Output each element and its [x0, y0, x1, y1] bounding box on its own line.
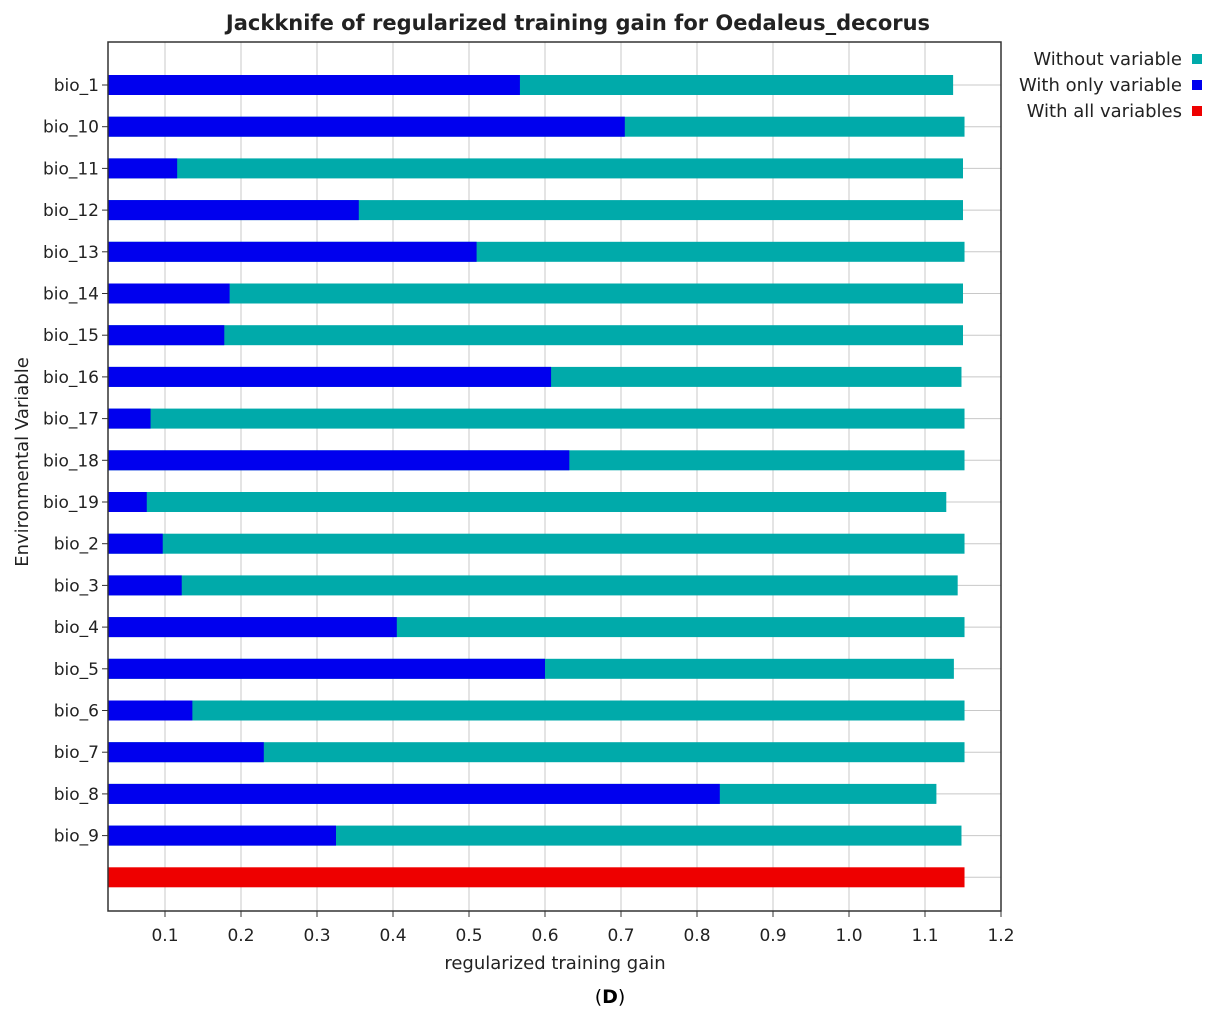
x-tick-label: 0.5	[455, 926, 482, 946]
legend-label-0: Without variable	[1033, 49, 1182, 70]
bar-only-bio_1	[108, 75, 520, 95]
x-tick-label: 0.4	[379, 926, 406, 946]
x-tick-label: 0.2	[227, 926, 254, 946]
x-tick-label: 1.0	[835, 926, 862, 946]
bars	[108, 75, 965, 888]
bar-only-bio_3	[108, 575, 182, 596]
bar-only-bio_11	[108, 158, 178, 179]
legend-label-1: With only variable	[1019, 75, 1182, 96]
bar-only-bio_18	[108, 450, 570, 471]
bar-only-bio_15	[108, 325, 225, 346]
y-tick-label-bio_3: bio_3	[54, 576, 99, 596]
x-tick-label: 1.1	[911, 926, 938, 946]
y-tick-label-bio_7: bio_7	[54, 743, 99, 763]
bar-without-bio_2	[108, 533, 965, 554]
y-tick-label-bio_15: bio_15	[43, 326, 99, 346]
legend-swatch-2	[1192, 106, 1202, 116]
x-axis-label: regularized training gain	[444, 953, 665, 974]
figure-caption: (D)	[595, 986, 626, 1008]
caption-letter: D	[602, 986, 618, 1008]
bar-only-bio_2	[108, 533, 163, 554]
bar-without-bio_19	[108, 492, 947, 512]
x-tick-label: 0.7	[607, 926, 634, 946]
y-tick-label-bio_9: bio_9	[54, 827, 99, 847]
legend-swatch-1	[1192, 80, 1202, 90]
y-tick-labels: bio_1 bio_10 bio_11 bio_12 bio_13 bio_14 bio_1…	[43, 76, 108, 847]
chart-title: Jackknife of regularized training gain f…	[224, 11, 930, 35]
bar-without-bio_15	[108, 325, 963, 346]
legend-swatch-0	[1192, 54, 1202, 64]
x-tick-label: 0.8	[683, 926, 710, 946]
y-tick-label-bio_19: bio_19	[43, 493, 99, 513]
bar-only-bio_8	[108, 783, 720, 804]
bar-only-bio_9	[108, 825, 336, 846]
legend-label-2: With all variables	[1027, 101, 1182, 122]
y-tick-label-bio_5: bio_5	[54, 660, 99, 680]
y-tick-label-bio_16: bio_16	[43, 368, 99, 388]
x-tick-label: 0.1	[151, 926, 178, 946]
y-axis-label: Environmental Variable	[12, 357, 33, 567]
bar-only-bio_16	[108, 366, 552, 387]
bar-only-bio_6	[108, 700, 193, 721]
x-tick-labels: 0.1 0.2 0.3 0.4 0.5 0.6 0.7 0.8 0.9 1.0 1.1 1.2	[151, 911, 1015, 946]
bar-without-bio_17	[108, 408, 965, 429]
y-tick-label-bio_14: bio_14	[43, 285, 99, 305]
bar-without-bio_3	[108, 575, 958, 596]
bar-only-bio_14	[108, 283, 230, 304]
x-tick-label: 1.2	[987, 926, 1014, 946]
plot-frame	[107, 41, 1002, 912]
y-tick-label-bio_10: bio_10	[43, 118, 99, 138]
caption-open: (	[595, 986, 602, 1008]
y-tick-label-bio_18: bio_18	[43, 451, 99, 471]
y-tick-label-bio_6: bio_6	[54, 702, 99, 722]
y-tick-label-bio_11: bio_11	[43, 159, 99, 179]
bar-only-bio_12	[108, 200, 359, 221]
y-tick-label-bio_17: bio_17	[43, 410, 99, 430]
y-tick-label-bio_12: bio_12	[43, 201, 99, 221]
y-tick-label-bio_13: bio_13	[43, 243, 99, 263]
bar-only-bio_4	[108, 617, 397, 638]
bar-without-bio_6	[108, 700, 965, 721]
bar-without-bio_14	[108, 283, 963, 304]
bar-without-bio_7	[108, 742, 965, 763]
legend: Without variable With only variable With a…	[1019, 49, 1202, 122]
caption-close: )	[618, 986, 625, 1008]
bar-only-bio_5	[108, 658, 545, 679]
x-tick-label: 0.9	[759, 926, 786, 946]
bar-only-bio_7	[108, 742, 264, 763]
bar-only-bio_10	[108, 116, 625, 137]
y-tick-label-bio_2: bio_2	[54, 535, 99, 555]
y-tick-label-bio_4: bio_4	[54, 618, 99, 638]
bar-without-bio_11	[108, 158, 963, 179]
bar-only-bio_19	[108, 492, 147, 512]
bar-all-variables	[108, 867, 965, 888]
bar-only-bio_17	[108, 408, 151, 429]
y-tick-label-bio_1: bio_1	[54, 76, 99, 96]
x-tick-label: 0.6	[531, 926, 558, 946]
y-tick-label-bio_8: bio_8	[54, 785, 99, 805]
x-tick-label: 0.3	[303, 926, 330, 946]
bar-only-bio_13	[108, 241, 477, 262]
